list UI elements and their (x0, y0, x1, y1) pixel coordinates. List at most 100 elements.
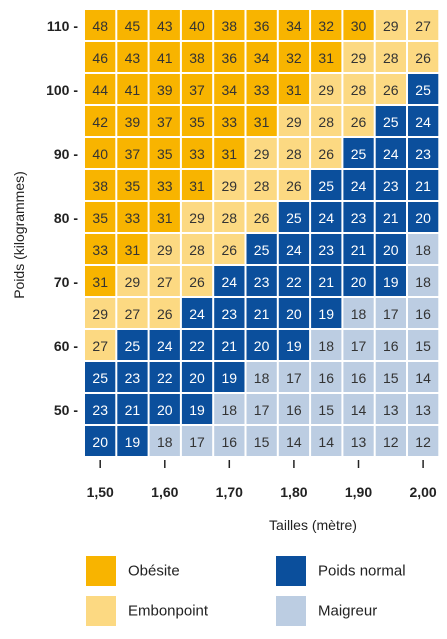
heatmap-cell-value: 13 (415, 402, 431, 418)
heatmap-cell (214, 10, 245, 40)
heatmap-cell (408, 298, 439, 328)
heatmap-cell (246, 170, 277, 200)
heatmap-cell (246, 234, 277, 264)
heatmap-cell-value: 32 (318, 18, 334, 34)
heatmap-cell (117, 138, 148, 168)
heatmap-cell-value: 36 (222, 50, 238, 66)
heatmap-cell-value: 15 (415, 338, 431, 354)
heatmap-cell (85, 138, 116, 168)
heatmap-cell (343, 138, 374, 168)
heatmap-cell (375, 42, 406, 72)
heatmap-cell (311, 330, 342, 360)
heatmap-cell (246, 266, 277, 296)
heatmap-cell-value: 43 (157, 18, 173, 34)
heatmap-cell-value: 29 (92, 306, 108, 322)
heatmap-cell-value: 26 (415, 50, 431, 66)
heatmap-cell-value: 17 (286, 370, 302, 386)
heatmap-cell (246, 202, 277, 232)
heatmap-cell-value: 30 (351, 18, 367, 34)
heatmap-cell-value: 40 (189, 18, 205, 34)
heatmap-cell-value: 32 (286, 50, 302, 66)
heatmap-cell-value: 28 (254, 178, 270, 194)
heatmap-cell-value: 40 (92, 146, 108, 162)
heatmap-cell (214, 266, 245, 296)
heatmap-cell (85, 362, 116, 392)
heatmap-cell (375, 170, 406, 200)
heatmap-cell-value: 18 (415, 242, 431, 258)
heatmap-cell (408, 42, 439, 72)
heatmap-cell (408, 106, 439, 136)
heatmap-cell-value: 21 (222, 338, 238, 354)
heatmap-cell-value: 29 (254, 146, 270, 162)
heatmap-cell-value: 23 (383, 178, 399, 194)
heatmap-cell (311, 426, 342, 456)
heatmap-cell (408, 74, 439, 104)
heatmap-cell-value: 39 (125, 114, 141, 130)
heatmap-cell (375, 138, 406, 168)
heatmap-cell (149, 298, 180, 328)
heatmap-cell (343, 74, 374, 104)
heatmap-cell-value: 16 (351, 370, 367, 386)
heatmap-cell-value: 20 (92, 434, 108, 450)
heatmap-cell (311, 362, 342, 392)
heatmap-cell (214, 138, 245, 168)
heatmap-cell-value: 37 (189, 82, 205, 98)
heatmap-cell (214, 394, 245, 424)
heatmap-cell-value: 26 (383, 82, 399, 98)
heatmap-cell-value: 31 (286, 82, 302, 98)
heatmap-cell-value: 18 (318, 338, 334, 354)
heatmap-cell (343, 42, 374, 72)
heatmap-cell-value: 18 (157, 434, 173, 450)
heatmap-cell-value: 27 (415, 18, 431, 34)
heatmap-cell-value: 29 (286, 114, 302, 130)
heatmap-cell (85, 394, 116, 424)
heatmap-cell (246, 298, 277, 328)
heatmap-cell (408, 394, 439, 424)
heatmap-cell (181, 426, 213, 456)
heatmap-cell-value: 16 (318, 370, 334, 386)
heatmap-cell-value: 18 (351, 306, 367, 322)
heatmap-cell-value: 31 (254, 114, 270, 130)
heatmap-cell (181, 170, 213, 200)
heatmap-cell (408, 202, 439, 232)
heatmap-cell-value: 19 (189, 402, 205, 418)
heatmap-cell-value: 28 (286, 146, 302, 162)
heatmap-cell-value: 19 (383, 274, 399, 290)
heatmap-cell-value: 13 (383, 402, 399, 418)
heatmap-cell (85, 202, 116, 232)
heatmap-cell (246, 106, 277, 136)
x-tick-label: 1,70 (216, 484, 243, 500)
heatmap-cell-value: 35 (189, 114, 205, 130)
heatmap-cell (117, 362, 148, 392)
heatmap-cell (117, 426, 148, 456)
legend-swatch (276, 596, 306, 626)
heatmap-cell-value: 25 (351, 146, 367, 162)
heatmap-cell (375, 202, 406, 232)
heatmap-cell (117, 74, 148, 104)
heatmap-cell-value: 20 (157, 402, 173, 418)
heatmap-cell (117, 106, 148, 136)
heatmap-cell-value: 23 (351, 210, 367, 226)
heatmap-cell-value: 29 (351, 50, 367, 66)
heatmap-cell-value: 23 (254, 274, 270, 290)
heatmap-cell-value: 25 (92, 370, 108, 386)
heatmap-cell (278, 266, 310, 296)
heatmap-cell-value: 26 (189, 274, 205, 290)
heatmap-cell (246, 426, 277, 456)
heatmap-cell (214, 170, 245, 200)
heatmap-cell (117, 170, 148, 200)
heatmap-cell-value: 26 (157, 306, 173, 322)
heatmap-cell-value: 16 (222, 434, 238, 450)
heatmap-cell (214, 234, 245, 264)
heatmap-cell (343, 106, 374, 136)
heatmap-cell-value: 25 (415, 82, 431, 98)
heatmap-cell-value: 19 (125, 434, 141, 450)
heatmap-cell (214, 426, 245, 456)
heatmap-cell (343, 362, 374, 392)
heatmap-cell (408, 234, 439, 264)
heatmap-cell-value: 23 (92, 402, 108, 418)
heatmap-cell-value: 21 (415, 178, 431, 194)
heatmap-cell (375, 426, 406, 456)
heatmap-cell-value: 28 (222, 210, 238, 226)
heatmap-cell (278, 42, 310, 72)
